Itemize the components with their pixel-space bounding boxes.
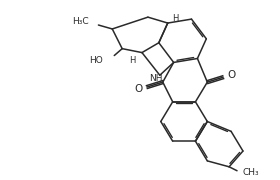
Text: NH: NH	[149, 74, 163, 83]
Text: H: H	[129, 56, 135, 65]
Text: O: O	[227, 70, 235, 80]
Text: O: O	[134, 84, 142, 94]
Text: H: H	[172, 14, 179, 23]
Text: H₃C: H₃C	[72, 17, 88, 26]
Text: HO: HO	[89, 56, 102, 65]
Text: CH₃: CH₃	[243, 168, 260, 177]
